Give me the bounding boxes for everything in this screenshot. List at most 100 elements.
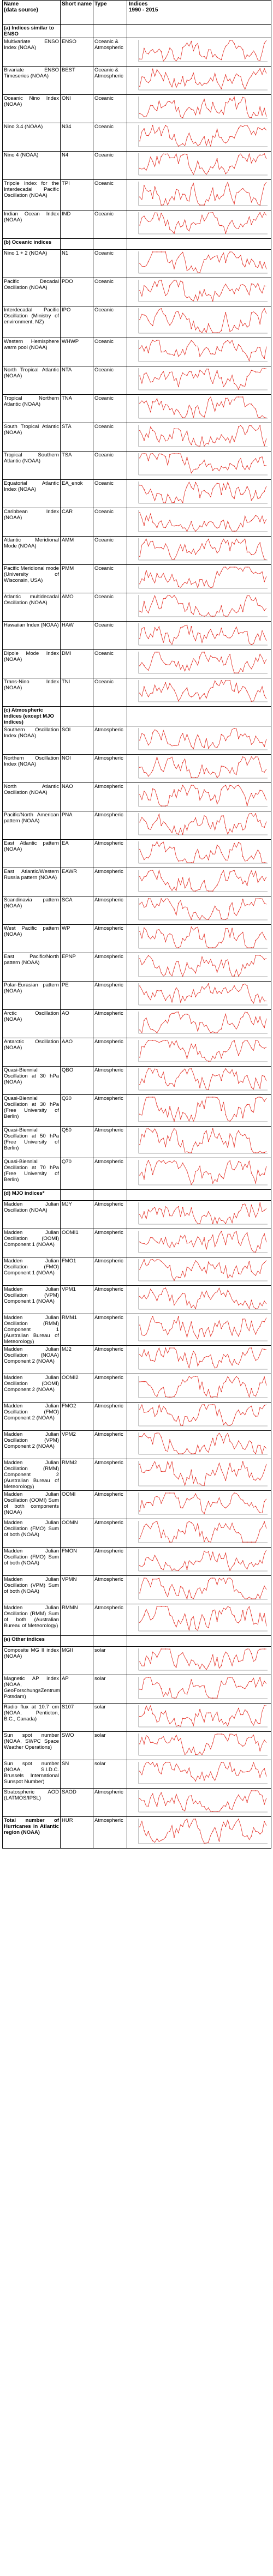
series-line	[139, 926, 267, 948]
series-point	[259, 1777, 261, 1778]
table-row: Tropical Southern Atlantic (NOAA) TSA Ocea…	[3, 452, 271, 480]
series-point	[177, 453, 179, 454]
series-point	[246, 405, 248, 406]
series-point	[216, 158, 218, 159]
chart-axis	[138, 1202, 268, 1225]
series-point	[186, 1073, 188, 1075]
series-point	[199, 272, 200, 273]
table-row: Madden Julian Oscillation (NOAA) Compone…	[3, 1346, 271, 1374]
series-point	[216, 255, 218, 256]
series-point	[169, 973, 170, 974]
series-point	[139, 1622, 140, 1623]
series-point	[212, 547, 213, 549]
series-point	[156, 251, 158, 252]
series-point	[238, 1024, 239, 1026]
series-point	[216, 1502, 218, 1503]
series-point	[204, 747, 205, 749]
series-point	[199, 1266, 200, 1268]
index-name: Quasi-Biennial Oscillation at 70 hPa (Fr…	[3, 1158, 61, 1189]
series-point	[246, 818, 248, 820]
series-point	[156, 1161, 158, 1163]
series-point	[234, 346, 235, 348]
series-point	[177, 163, 179, 164]
table-row: Madden Julian Oscillation (OOMI) Compone…	[3, 1229, 271, 1257]
series-point	[238, 633, 239, 635]
table-row: Madden Julian Oscillation (FMO) Sum of b…	[3, 1519, 271, 1548]
series-point	[195, 482, 197, 483]
series-point	[152, 1359, 153, 1361]
index-sparkline	[138, 728, 268, 750]
series-point	[152, 1237, 153, 1239]
series-point	[139, 319, 140, 320]
index-short-name: MJ2	[61, 1346, 93, 1374]
table-header: Name (data source) Short name Type Indic…	[3, 1, 271, 25]
series-point	[259, 1723, 261, 1724]
series-point	[199, 370, 200, 371]
index-type: Atmospheric	[93, 811, 127, 839]
series-point	[152, 521, 153, 523]
series-point	[255, 597, 257, 599]
series-point	[264, 308, 265, 309]
index-plot-cell	[127, 1760, 271, 1788]
series-point	[255, 940, 257, 941]
series-point	[255, 1453, 257, 1454]
series-point	[242, 1687, 244, 1688]
series-point	[139, 263, 140, 264]
series-point	[152, 1742, 153, 1743]
series-point	[199, 1388, 200, 1390]
series-point	[207, 1474, 209, 1476]
series-point	[191, 745, 192, 747]
series-point	[225, 1114, 227, 1116]
index-plot-cell	[127, 210, 271, 238]
series-point	[195, 1241, 197, 1243]
series-point	[174, 1246, 175, 1248]
series-point	[156, 1657, 158, 1658]
series-line	[139, 813, 267, 835]
series-point	[195, 606, 197, 607]
series-point	[216, 884, 218, 886]
series-point	[234, 77, 235, 79]
series-point	[174, 1568, 175, 1570]
index-sparkline	[138, 280, 268, 302]
series-point	[221, 992, 222, 994]
series-point	[204, 1237, 205, 1238]
series-point	[212, 1182, 213, 1184]
series-point	[169, 371, 170, 373]
index-sparkline	[138, 652, 268, 674]
series-point	[212, 404, 213, 405]
series-point	[191, 612, 192, 613]
series-point	[229, 136, 231, 137]
series-point	[186, 375, 188, 376]
series-point	[251, 1562, 252, 1563]
series-point	[212, 383, 213, 384]
series-point	[225, 928, 227, 929]
series-point	[246, 521, 248, 523]
series-point	[234, 1379, 235, 1380]
series-point	[182, 1826, 183, 1827]
series-point	[259, 68, 261, 69]
index-plot-cell	[127, 1201, 271, 1229]
series-point	[174, 58, 175, 59]
series-point	[161, 634, 162, 635]
series-point	[139, 1771, 140, 1772]
table-row: Total number of Hurricanes in Atlantic r…	[3, 1817, 271, 1849]
series-point	[242, 1319, 244, 1320]
series-point	[255, 955, 257, 956]
index-type: Atmospheric	[93, 982, 127, 1009]
series-point	[246, 161, 248, 162]
chart-axis	[138, 510, 268, 532]
series-point	[169, 1140, 170, 1141]
series-point	[144, 772, 145, 773]
index-type: Atmospheric	[93, 1314, 127, 1345]
series-point	[229, 1121, 231, 1122]
series-point	[264, 107, 265, 109]
series-point	[156, 1496, 158, 1497]
series-point	[161, 607, 162, 609]
series-point	[251, 258, 252, 260]
series-point	[251, 1835, 252, 1837]
series-point	[234, 788, 235, 789]
series-point	[264, 1075, 265, 1077]
series-point	[174, 1698, 175, 1699]
series-point	[259, 1529, 261, 1531]
series-point	[191, 1659, 192, 1661]
